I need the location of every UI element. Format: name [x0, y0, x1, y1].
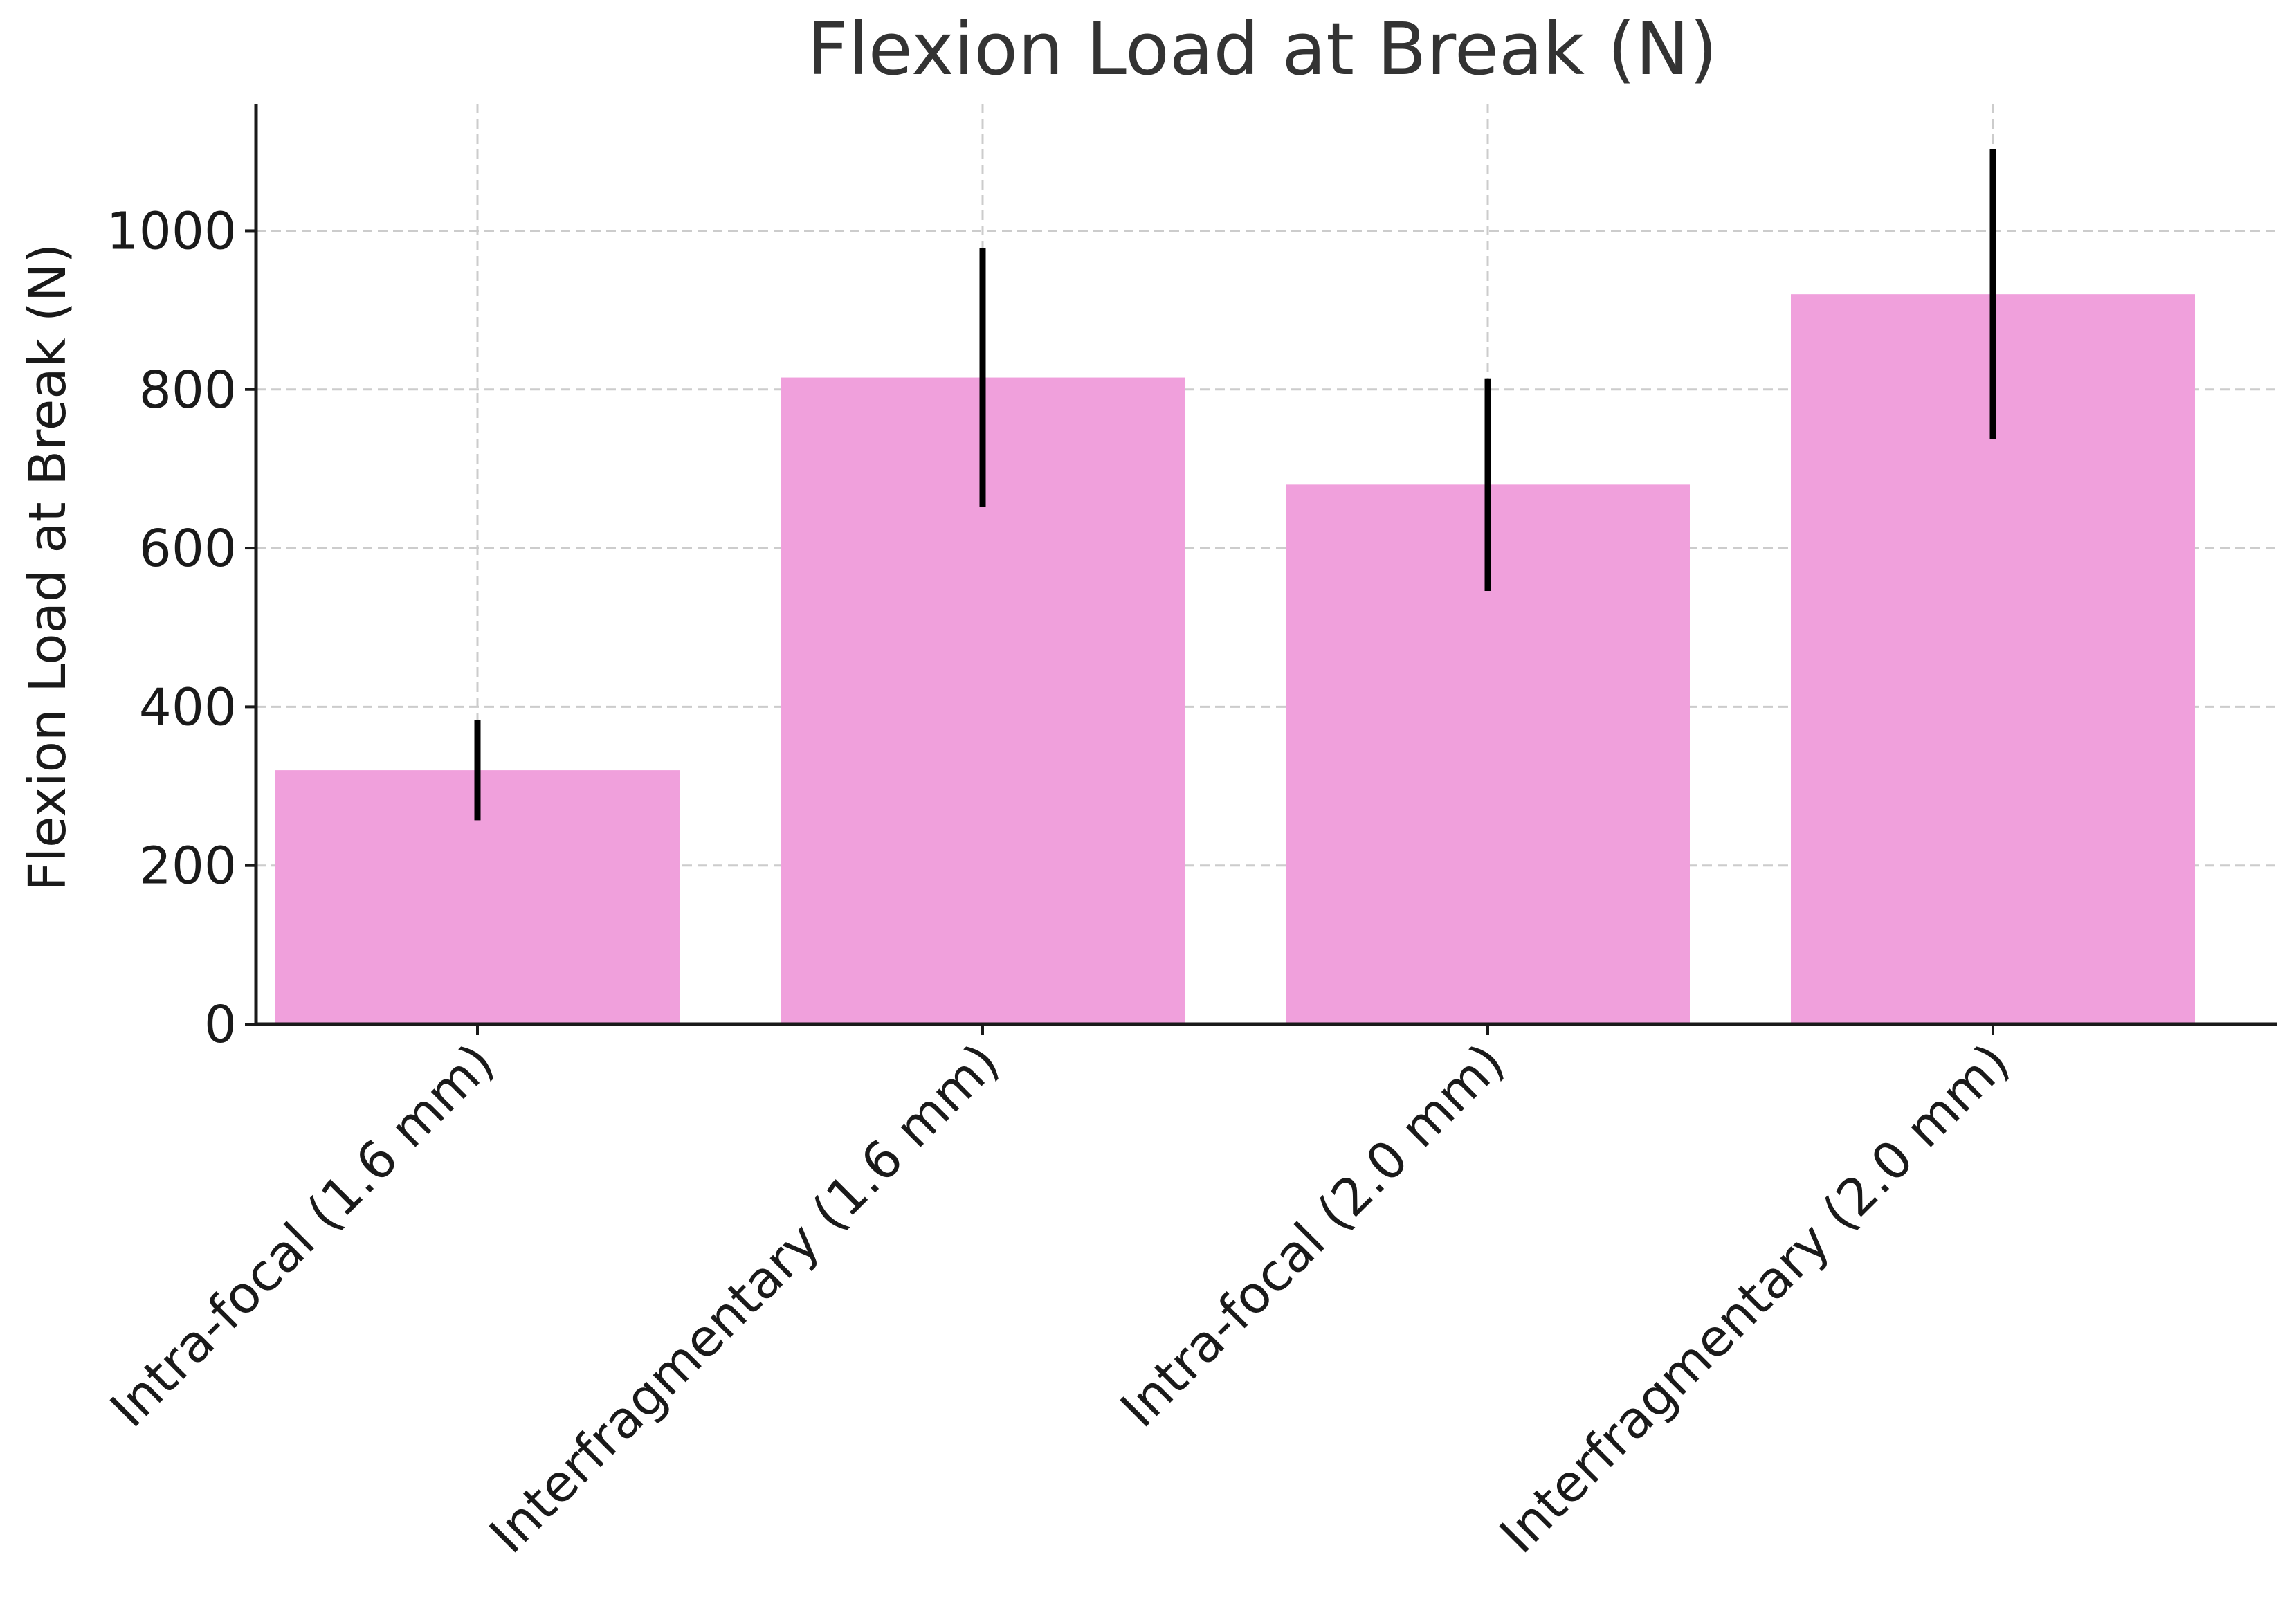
- y-axis-label: Flexion Load at Break (N): [18, 244, 78, 891]
- y-tick-label: 1000: [107, 201, 237, 261]
- y-tick-label: 0: [204, 995, 237, 1055]
- x-tick-label: Interfragmentary (1.6 mm): [478, 1032, 1010, 1565]
- y-tick-label: 600: [139, 519, 237, 578]
- y-tick-label: 400: [139, 677, 237, 737]
- y-ticks: 0 200 400 600 800 1000: [107, 201, 256, 1055]
- x-tick-label: Intra-focal (1.6 mm): [99, 1032, 505, 1439]
- x-tick-label: Intra-focal (2.0 mm): [1109, 1032, 1515, 1439]
- axes: [254, 104, 2277, 1026]
- bars: [275, 294, 2195, 1025]
- y-tick-label: 800: [139, 361, 237, 420]
- y-tick-label: 200: [139, 837, 237, 896]
- error-bars: [474, 149, 1996, 821]
- x-ticks: Intra-focal (1.6 mm)Interfragmentary (1.…: [99, 1024, 2021, 1565]
- chart-title: Flexion Load at Break (N): [807, 7, 1718, 91]
- x-tick-label: Interfragmentary (2.0 mm): [1488, 1032, 2021, 1565]
